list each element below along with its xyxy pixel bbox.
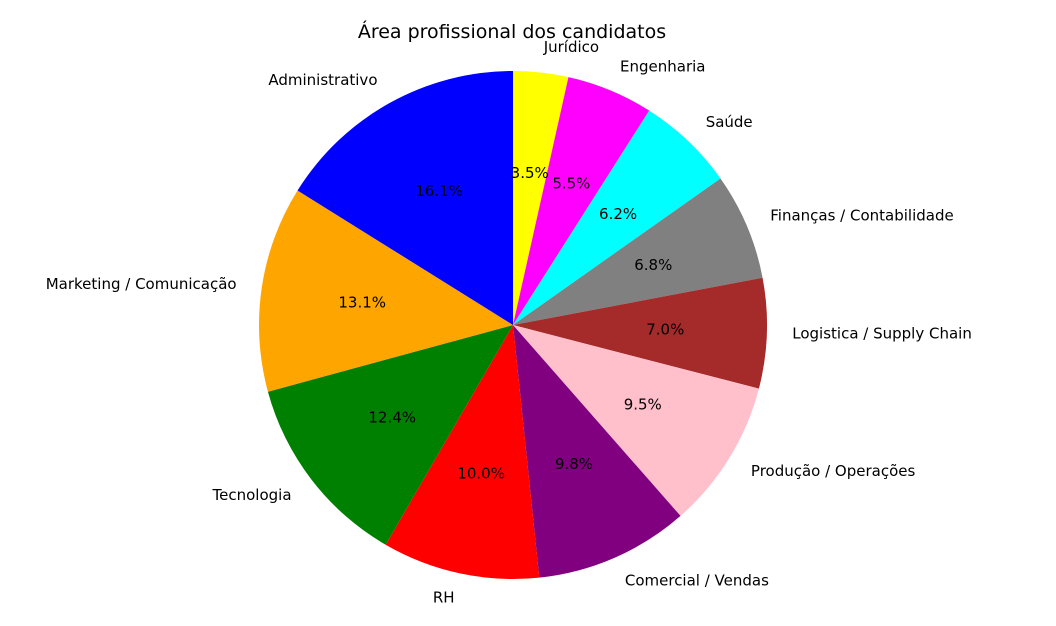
pie-labels: Jurídico 3.5% Engenharia 5.5% Saúde 6.2% Finan… xyxy=(46,38,972,607)
pie-slice-0 xyxy=(513,71,569,325)
slice-percent-label: 6.2% xyxy=(599,205,637,223)
chart-title: Área profissional dos candidatos xyxy=(358,20,666,43)
pie-slice-10 xyxy=(297,71,513,325)
slice-percent-label: 7.0% xyxy=(646,321,684,339)
slice-category-label: Logistica / Supply Chain xyxy=(792,325,972,343)
slice-category-label: Engenharia xyxy=(620,57,705,75)
pie-slice-2 xyxy=(513,110,721,326)
slice-percent-label: 9.5% xyxy=(624,395,662,413)
slice-category-label: Finanças / Contabilidade xyxy=(770,206,953,224)
pie-slice-3 xyxy=(513,178,763,325)
slice-percent-label: 5.5% xyxy=(552,175,590,193)
pie-slice-5 xyxy=(513,325,759,516)
pie-slice-9 xyxy=(259,190,513,392)
slice-category-label: Comercial / Vendas xyxy=(625,572,769,590)
pie-slice-8 xyxy=(267,325,513,545)
slice-percent-label: 10.0% xyxy=(457,465,505,483)
pie-slice-1 xyxy=(513,77,650,325)
slice-category-label: Jurídico xyxy=(543,38,599,56)
pie-slice-6 xyxy=(513,325,681,578)
slice-category-label: Saúde xyxy=(706,113,753,131)
slice-category-label: Tecnologia xyxy=(212,486,292,504)
pie-slice-7 xyxy=(385,325,540,579)
slice-percent-label: 9.8% xyxy=(555,455,593,473)
slice-category-label: Produção / Operações xyxy=(751,462,916,480)
pie-slice-4 xyxy=(513,277,768,389)
slice-category-label: RH xyxy=(433,589,455,607)
slice-percent-label: 16.1% xyxy=(415,182,463,200)
slice-category-label: Administrativo xyxy=(268,71,377,89)
pie-slices xyxy=(259,71,768,579)
slice-percent-label: 12.4% xyxy=(368,408,416,426)
slice-percent-label: 6.8% xyxy=(634,256,672,274)
slice-percent-label: 3.5% xyxy=(511,164,549,182)
slice-percent-label: 13.1% xyxy=(338,293,386,311)
slice-category-label: Marketing / Comunicação xyxy=(46,275,237,293)
